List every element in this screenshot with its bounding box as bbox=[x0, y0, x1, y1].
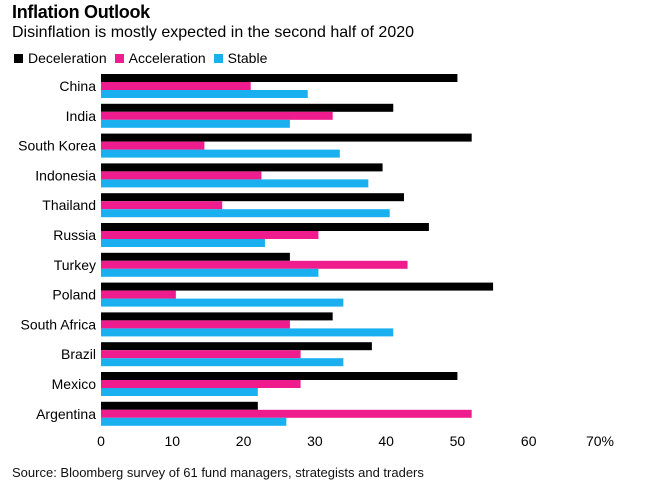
category-label-turkey: Turkey bbox=[54, 257, 96, 273]
bar-argentina-acceleration bbox=[101, 409, 472, 418]
bar-poland-deceleration bbox=[101, 282, 494, 291]
bar-russia-acceleration bbox=[101, 231, 319, 239]
bar-china-deceleration bbox=[101, 74, 458, 82]
source-note: Source: Bloomberg survey of 61 fund mana… bbox=[12, 465, 424, 480]
category-label-brazil: Brazil bbox=[61, 346, 96, 362]
bar-turkey-stable bbox=[101, 268, 319, 277]
bar-south-korea-deceleration bbox=[101, 133, 472, 142]
bar-china-acceleration bbox=[101, 82, 251, 90]
chart-title: Inflation Outlook bbox=[12, 2, 150, 22]
bar-thailand-acceleration bbox=[101, 201, 223, 210]
bar-brazil-stable bbox=[101, 358, 344, 367]
bar-argentina-deceleration bbox=[101, 401, 258, 410]
bar-south-africa-deceleration bbox=[101, 312, 333, 321]
bar-indonesia-stable bbox=[101, 179, 369, 188]
bar-russia-stable bbox=[101, 239, 265, 247]
bar-thailand-deceleration bbox=[101, 193, 404, 202]
legend-label-acceleration: Acceleration bbox=[128, 50, 206, 66]
bar-mexico-stable bbox=[101, 388, 258, 396]
x-tick-label-4: 40 bbox=[378, 433, 394, 449]
category-label-argentina: Argentina bbox=[36, 406, 96, 422]
legend-swatch-stable bbox=[213, 53, 223, 63]
x-tick-label-5: 50 bbox=[450, 433, 466, 449]
x-tick-label-2: 20 bbox=[236, 433, 252, 449]
bar-south-korea-acceleration bbox=[101, 141, 205, 150]
bar-south-africa-acceleration bbox=[101, 320, 290, 329]
legend-item-acceleration: Acceleration bbox=[114, 50, 206, 66]
category-label-china: China bbox=[59, 78, 96, 94]
bar-india-acceleration bbox=[101, 111, 333, 120]
bar-indonesia-acceleration bbox=[101, 171, 262, 180]
x-tick-label-7: 70% bbox=[586, 433, 614, 449]
legend-swatch-deceleration bbox=[14, 53, 23, 63]
bar-brazil-acceleration bbox=[101, 350, 301, 359]
bar-brazil-deceleration bbox=[101, 342, 372, 351]
legend-item-stable: Stable bbox=[213, 50, 268, 66]
bar-south-korea-stable bbox=[101, 149, 340, 158]
x-tick-label-6: 60 bbox=[521, 433, 537, 449]
bar-poland-stable bbox=[101, 298, 344, 307]
bar-thailand-stable bbox=[101, 209, 390, 218]
bar-russia-deceleration bbox=[101, 223, 429, 231]
bar-turkey-deceleration bbox=[101, 252, 290, 261]
bar-south-africa-stable bbox=[101, 328, 394, 337]
category-label-india: India bbox=[66, 108, 97, 124]
legend-swatch-acceleration bbox=[114, 53, 124, 63]
bar-poland-acceleration bbox=[101, 290, 176, 299]
x-tick-label-3: 30 bbox=[307, 433, 323, 449]
legend-label-stable: Stable bbox=[227, 50, 268, 66]
legend-label-deceleration: Deceleration bbox=[28, 50, 107, 66]
bar-mexico-deceleration bbox=[101, 372, 458, 380]
bar-india-deceleration bbox=[101, 103, 394, 112]
bar-mexico-acceleration bbox=[101, 380, 301, 388]
category-label-thailand: Thailand bbox=[42, 197, 96, 213]
category-label-poland: Poland bbox=[52, 287, 96, 303]
category-label-south-africa: South Africa bbox=[21, 316, 97, 332]
x-tick-label-0: 0 bbox=[97, 433, 105, 449]
bar-turkey-acceleration bbox=[101, 260, 408, 269]
bar-argentina-stable bbox=[101, 417, 287, 426]
category-label-russia: Russia bbox=[53, 227, 96, 243]
legend-item-deceleration: Deceleration bbox=[14, 50, 107, 66]
x-tick-label-1: 10 bbox=[164, 433, 180, 449]
category-label-south-korea: South Korea bbox=[18, 138, 96, 154]
legend: Deceleration Acceleration Stable bbox=[14, 50, 275, 66]
bar-china-stable bbox=[101, 90, 308, 98]
chart-subtitle: Disinflation is mostly expected in the s… bbox=[12, 24, 415, 41]
bar-india-stable bbox=[101, 119, 290, 128]
category-label-indonesia: Indonesia bbox=[35, 167, 96, 183]
category-label-mexico: Mexico bbox=[52, 376, 97, 392]
bar-indonesia-deceleration bbox=[101, 163, 383, 172]
